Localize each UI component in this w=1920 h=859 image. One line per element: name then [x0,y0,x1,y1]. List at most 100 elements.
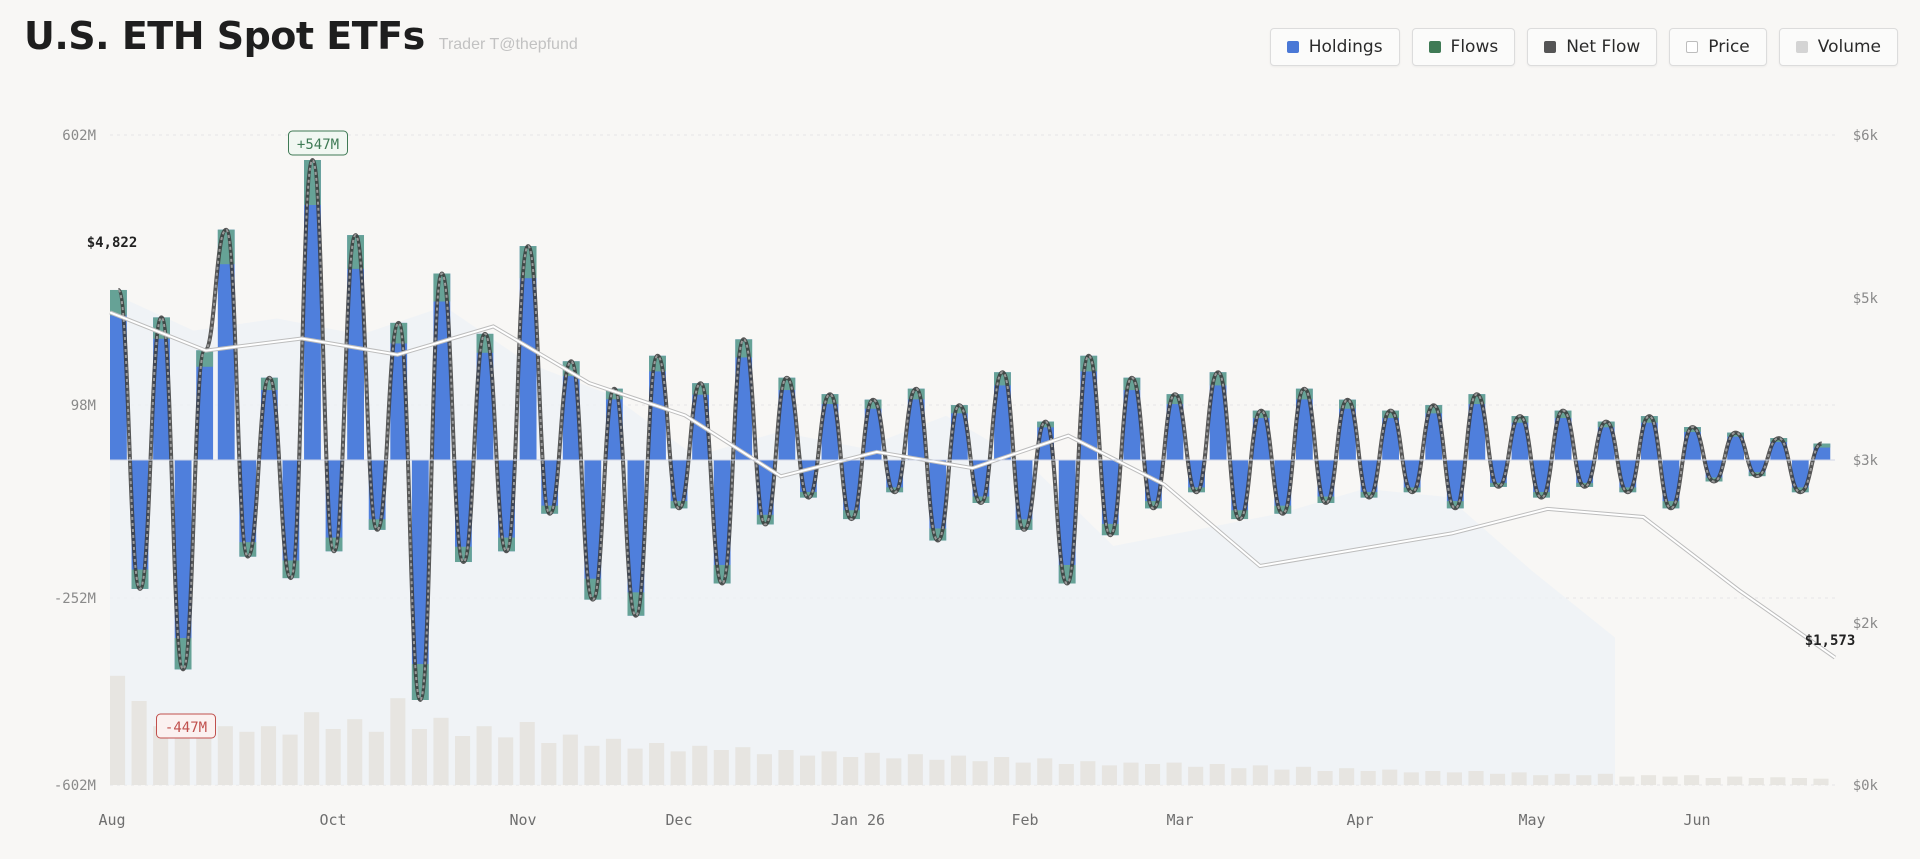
x-tick-label: Apr [1346,811,1373,829]
flows-bar [886,487,904,493]
volume-bar [1403,772,1419,785]
volume-bar [1727,776,1743,785]
volume-bar [713,750,729,785]
y-left-tick: 602M [62,128,96,144]
volume-bar [649,743,665,785]
volume-bar [1080,761,1096,785]
volume-bar [131,701,147,785]
legend-flows-swatch [1428,41,1441,53]
volume-bar [1619,776,1635,785]
volume-bar [196,736,212,785]
volume-bar [1188,766,1204,785]
flows-bar [864,399,882,409]
volume-bar [1705,778,1721,785]
flows-bar [843,510,860,520]
volume-bar [217,726,233,785]
volume-bar [347,719,363,785]
volume-bar [1339,768,1355,785]
legend-netflow-button[interactable]: Net Flow [1527,28,1658,66]
volume-bar [800,755,816,785]
flows-bar [1295,388,1313,400]
y-left-tick: 98M [71,398,96,414]
volume-bar [260,726,277,785]
legend-flows-button[interactable]: Flows [1411,28,1516,66]
flows-bar [1339,399,1356,409]
y-left-tick: -252M [54,591,96,607]
flows-bar [1554,410,1572,419]
x-tick-label: Nov [509,811,536,829]
flows-bar [1145,501,1162,509]
volume-bar [1209,764,1225,785]
volume-bar [929,759,945,785]
flows-bar [1468,394,1486,405]
flows-bar [1684,427,1701,433]
flows-bar [1446,501,1464,509]
volume-bar [1037,758,1053,785]
min-flow-annotation-box [156,713,216,739]
flows-bar [1727,432,1745,437]
y-left-tick: -602M [54,778,96,794]
volume-bar [1058,764,1074,785]
legend-price-label: Price [1708,37,1750,57]
x-tick-label: May [1518,811,1545,829]
volume-bar [390,698,406,785]
flows-bar [1015,519,1033,530]
y-right-tick: $2k [1853,616,1879,632]
volume-bar [1640,775,1657,785]
holdings-bar [304,160,321,460]
x-tick-label: Oct [319,811,346,829]
chart-subtitle: Trader T@thepfund [438,36,578,53]
volume-bar [1015,762,1031,785]
flows-bar [1231,510,1249,520]
chart-title: U.S. ETH Spot ETFs [24,14,425,58]
volume-bar [692,745,708,785]
flows-bar [756,514,774,525]
legend-netflow-label: Net Flow [1566,37,1641,57]
volume-bar [304,712,320,785]
volume-bar [174,731,190,785]
flows-bar [1382,410,1400,419]
volume-bar [411,729,427,785]
x-tick-label: Jun [1683,811,1710,829]
max-flow-annotation: +547M [297,137,339,153]
holdings-bar [519,246,537,460]
chart-header: U.S. ETH Spot ETFs Trader T@thepfund [24,14,578,74]
x-tick-label: Dec [665,811,692,829]
volume-bar [282,734,298,785]
legend-holdings-button[interactable]: Holdings [1269,28,1400,66]
volume-bar [886,758,902,785]
volume-bar [1511,772,1527,785]
volume-bar [670,751,686,785]
flows-bar [821,394,839,405]
x-tick-label: Aug [98,811,125,829]
volume-bar [1446,772,1462,785]
flows-bar [1640,416,1658,423]
volume-bar [843,757,859,785]
volume-bar [756,754,772,785]
legend-holdings-label: Holdings [1308,37,1383,57]
volume-bar [605,738,622,785]
flows-bar [950,405,968,414]
volume-bar [541,743,557,785]
flows-bar [1037,421,1055,428]
volume-bar [1554,773,1570,785]
volume-bar [584,745,600,785]
price-end-annotation: $1,573 [1805,633,1856,649]
flows-bar [1597,421,1615,428]
legend-volume-button[interactable]: Volume [1778,28,1898,66]
flows-bar [692,383,710,395]
volume-bar [153,726,169,785]
volume-bar [1123,762,1139,785]
flows-bar [1662,501,1680,509]
y-right-tick: $0k [1853,778,1879,794]
volume-bar [1360,771,1376,785]
volume-bar [1317,771,1333,785]
legend-price-button[interactable]: Price [1669,28,1767,66]
volume-bar [1468,771,1484,785]
price-line [109,311,1836,659]
legend-price-swatch [1686,41,1699,53]
holdings-bar [174,460,192,670]
volume-bar [1382,769,1398,785]
volume-bar [562,734,578,785]
volume-bar [476,726,492,785]
